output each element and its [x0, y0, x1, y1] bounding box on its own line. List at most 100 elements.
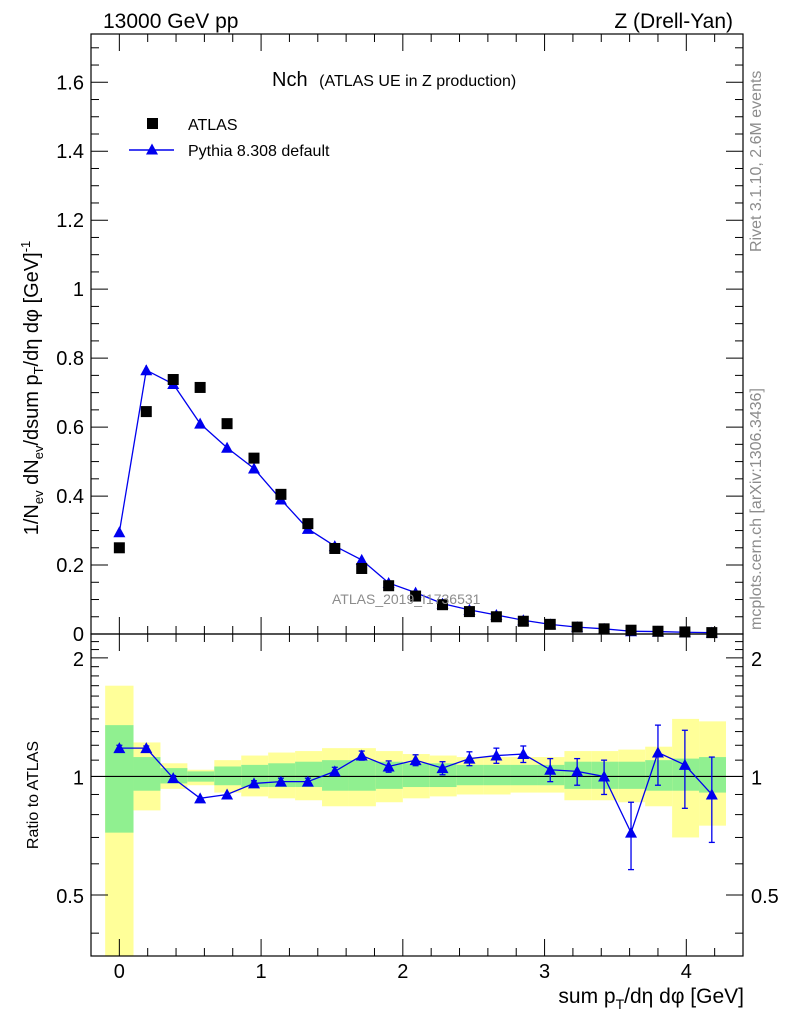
ratio-y-axis-label: Ratio to ATLAS	[25, 741, 42, 849]
atlas-point	[706, 627, 718, 639]
ratio-point	[571, 765, 584, 777]
ratio-y-tick-label: 2	[73, 649, 84, 671]
ratio-point	[463, 752, 476, 764]
atlas-point	[517, 615, 529, 627]
atlas-point	[383, 580, 395, 592]
ratio-data-layer	[91, 685, 743, 956]
ratio-point	[274, 775, 287, 787]
atlas-point	[221, 418, 233, 430]
atlas-point	[544, 618, 556, 630]
ratio-frame	[90, 633, 744, 957]
legend-pythia-marker	[146, 143, 158, 155]
band-inner-bin	[402, 763, 430, 788]
atlas-point	[571, 621, 583, 633]
x-tick-label: 4	[681, 961, 692, 983]
ratio-point	[598, 770, 611, 782]
atlas-point	[463, 606, 475, 618]
main-title-text: Nch	[272, 69, 308, 91]
atlas-point	[329, 542, 341, 554]
atlas-point	[167, 374, 179, 386]
x-tick-label: 3	[539, 961, 550, 983]
atlas-point	[140, 406, 152, 418]
ratio-y-tick-label-right: 2	[751, 649, 762, 671]
rivet-label: Rivet 3.1.10, 2.6M events	[748, 71, 765, 252]
band-inner-bin	[483, 764, 511, 786]
ratio-point	[355, 749, 368, 761]
atlas-point	[356, 562, 368, 574]
ratio-axes: 0 1 2 3 4 0.5 0.5 1 1 2 2	[56, 633, 779, 983]
ratio-y-tick-label-right: 0.5	[751, 886, 779, 908]
header-right: Z (Drell-Yan)	[614, 10, 733, 33]
main-y-tick-label: 0.2	[56, 555, 84, 577]
ratio-point	[140, 742, 153, 754]
ratio-point	[167, 772, 180, 784]
atlas-point	[275, 488, 287, 500]
header-left: 13000 GeV pp	[103, 10, 238, 33]
main-y-tick-label: 0.8	[56, 348, 84, 370]
mc-point	[355, 553, 368, 565]
main-y-tick-label: 0	[73, 624, 84, 646]
band-inner-bin	[456, 764, 484, 786]
atlas-point	[437, 599, 449, 611]
mc-point	[194, 417, 207, 429]
band-inner-bin	[133, 757, 161, 791]
main-title: Nch (ATLAS UE in Z production)	[272, 69, 516, 91]
mc-point	[140, 364, 153, 376]
ratio-point	[517, 748, 530, 760]
mcplots-label: mcplots.cern.ch [arXiv:1306.3436]	[748, 388, 765, 630]
atlas-point	[625, 624, 637, 636]
main-y-tick-label: 0.4	[56, 486, 84, 508]
ratio-y-tick-label-right: 1	[751, 767, 762, 789]
ratio-point	[705, 788, 718, 800]
ratio-point	[651, 746, 664, 758]
ratio-point	[490, 749, 503, 761]
ratio-point	[409, 754, 422, 766]
atlas-point	[598, 623, 610, 635]
main-y-tick-label: 1.4	[56, 141, 84, 163]
ratio-point	[382, 760, 395, 772]
atlas-point	[490, 611, 502, 623]
atlas-point	[410, 590, 422, 602]
x-tick-label: 0	[114, 961, 125, 983]
band-inner-bin	[699, 757, 726, 793]
main-title-subtitle: (ATLAS UE in Z production)	[319, 73, 516, 90]
ratio-panel: 0 1 2 3 4 0.5 0.5 1 1 2 2 Ratio to ATLAS	[25, 633, 779, 983]
ratio-point	[221, 788, 234, 800]
atlas-point	[302, 518, 314, 530]
main-y-tick-label: 1.6	[56, 72, 84, 94]
band-inner-bin	[348, 760, 376, 791]
analysis-watermark: ATLAS_2019_I1736531	[332, 591, 481, 607]
ratio-point	[328, 765, 341, 777]
legend-atlas-marker	[147, 118, 158, 129]
x-tick-label: 2	[397, 961, 408, 983]
atlas-point	[248, 452, 260, 464]
ratio-point	[625, 826, 638, 838]
x-tick-label: 1	[256, 961, 267, 983]
ratio-y-tick-label: 0.5	[56, 886, 84, 908]
atlas-point	[113, 542, 125, 554]
ratio-point	[436, 762, 449, 774]
ratio-point	[544, 763, 557, 775]
ratio-point	[194, 792, 207, 804]
main-panel: Nch (ATLAS UE in Z production) ATLAS Pyt…	[18, 33, 744, 646]
band-inner-bin	[618, 761, 646, 789]
main-y-axis-label: 1/Nev dNev/dsum pT/dη dφ [GeV]-1	[18, 241, 46, 536]
ratio-point	[678, 758, 691, 770]
band-inner-bin	[105, 725, 134, 833]
ratio-point	[301, 775, 314, 787]
mc-point	[221, 441, 234, 453]
ratio-point	[113, 742, 126, 754]
atlas-point	[194, 381, 206, 393]
main-y-tick-label: 1.2	[56, 210, 84, 232]
main-y-tick-label: 1	[73, 279, 84, 301]
ratio-y-tick-label: 1	[73, 767, 84, 789]
main-y-tick-label: 0.6	[56, 417, 84, 439]
x-axis-label: sum pT/dη dφ [GeV]	[558, 985, 744, 1012]
mc-point	[113, 526, 126, 538]
atlas-point	[679, 626, 691, 638]
legend-pythia-label: Pythia 8.308 default	[188, 143, 330, 160]
band-inner-bin	[645, 760, 673, 791]
legend: ATLAS Pythia 8.308 default	[129, 117, 330, 160]
main-axes: 0 0.2 0.4 0.6 0.8 1 1.2 1.4 1.6	[56, 33, 744, 646]
